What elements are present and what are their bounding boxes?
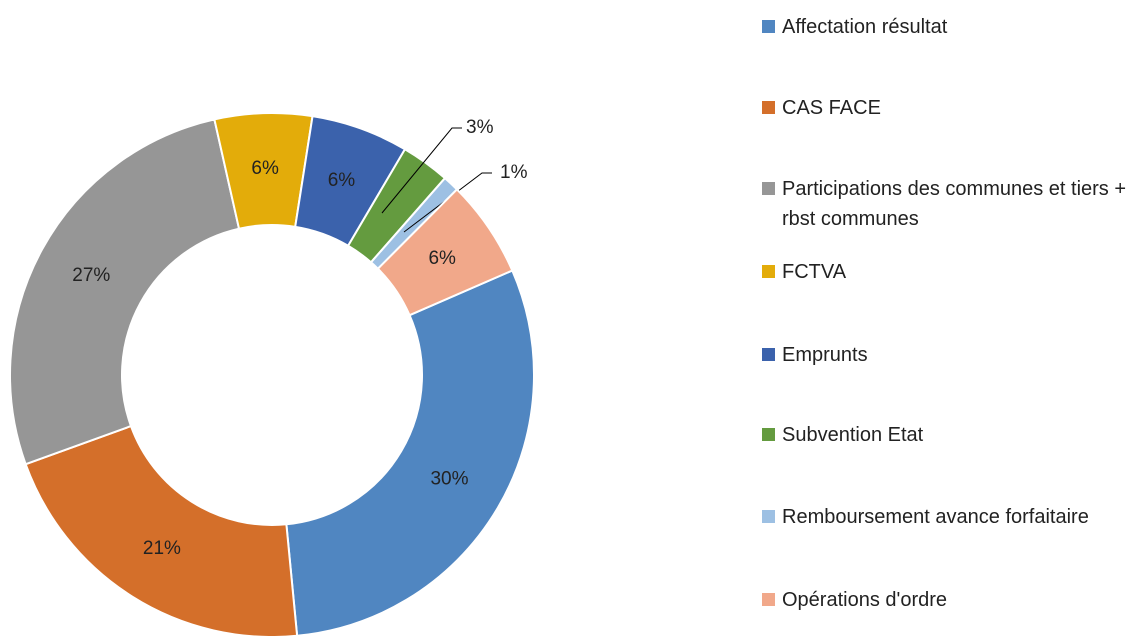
legend-label: FCTVA	[782, 261, 847, 283]
legend-swatch	[762, 593, 775, 606]
legend-swatch	[762, 265, 775, 278]
legend-label: Participations des communes et tiers + r…	[782, 178, 1127, 230]
donut-slice	[285, 269, 535, 636]
legend-swatch	[762, 428, 775, 441]
data-label: 6%	[328, 170, 356, 191]
legend-label: Emprunts	[782, 344, 868, 366]
donut-slice	[24, 424, 299, 636]
legend-swatch	[762, 510, 775, 523]
data-label: 6%	[428, 248, 456, 269]
leader-line	[381, 127, 462, 214]
legend-label: Affectation résultat	[782, 16, 948, 38]
legend-label: Remboursement avance forfaitaire	[782, 506, 1089, 528]
data-label: 1%	[500, 162, 528, 183]
legend-swatch	[762, 20, 775, 33]
data-label: 6%	[251, 158, 279, 179]
legend-swatch	[762, 101, 775, 114]
leader-line	[403, 172, 492, 233]
data-label: 3%	[466, 117, 494, 138]
data-label: 27%	[72, 265, 110, 286]
legend-swatch	[762, 182, 775, 195]
legend-label: Subvention Etat	[782, 424, 924, 446]
legend-swatch	[762, 348, 775, 361]
donut-slice	[9, 118, 241, 466]
legend-label: Opérations d'ordre	[782, 589, 948, 611]
donut-slice	[376, 188, 514, 317]
data-label: 30%	[430, 469, 468, 490]
legend-label: CAS FACE	[782, 97, 881, 119]
data-label: 21%	[143, 538, 181, 559]
